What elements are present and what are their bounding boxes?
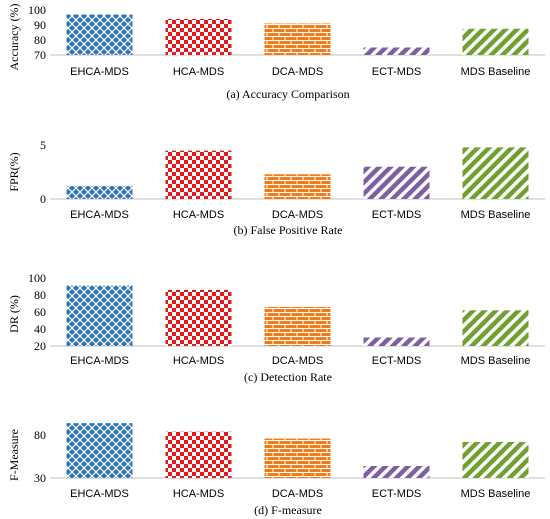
panel-b-category-label: DCA-MDS bbox=[272, 209, 323, 221]
panel-a-bar bbox=[264, 23, 331, 55]
panel-a-category-label: DCA-MDS bbox=[272, 66, 323, 78]
panel-d-bar bbox=[363, 466, 430, 478]
panel-d-ytick: 80 bbox=[34, 428, 46, 442]
panel-d-bar bbox=[264, 438, 331, 478]
panel-fpr: FPR(%) 0 5 EHCA-MDS HCA-MDS DCA-MDS ECT-MDS MD… bbox=[7, 138, 545, 237]
panel-a-caption: (a) Accuracy Comparison bbox=[226, 87, 349, 101]
panel-d-ylabel: F-Measure bbox=[7, 429, 21, 481]
panel-c-ytick: 40 bbox=[34, 322, 46, 336]
panel-d-caption: (d) F-measure bbox=[254, 503, 322, 517]
panel-d-category-label: EHCA-MDS bbox=[70, 488, 129, 500]
panel-c-caption: (c) Detection Rate bbox=[244, 370, 332, 384]
panel-b-bar bbox=[363, 166, 430, 199]
panel-c-category-label: MDS Baseline bbox=[461, 355, 531, 367]
panel-b-plot: 0 5 EHCA-MDS HCA-MDS DCA-MDS ECT-MDS MDS Basel… bbox=[40, 138, 530, 221]
panel-b-bar bbox=[462, 147, 529, 199]
panel-a-category-label: ECT-MDS bbox=[372, 66, 422, 78]
panel-f-measure: F-Measure 30 80 EHCA-MDS HCA-MDS DCA-MDS ECT-… bbox=[7, 423, 545, 517]
panel-d-category-label: HCA-MDS bbox=[173, 488, 224, 500]
panel-c-bar bbox=[363, 337, 430, 346]
panel-a-ytick: 100 bbox=[28, 3, 46, 17]
panel-d-category-label: DCA-MDS bbox=[272, 488, 323, 500]
panel-b-category-label: MDS Baseline bbox=[461, 209, 531, 221]
panel-a-ytick: 70 bbox=[34, 48, 46, 62]
panel-b-caption: (b) False Positive Rate bbox=[234, 223, 343, 237]
panel-a-bar bbox=[66, 14, 133, 55]
panel-a-category-label: HCA-MDS bbox=[173, 66, 224, 78]
panel-d-ytick: 30 bbox=[34, 471, 46, 485]
panel-d-bar bbox=[462, 442, 529, 478]
panel-c-category-label: ECT-MDS bbox=[372, 355, 422, 367]
panel-detection-rate: DR (%) 20 40 60 80 100 EHCA-MDS HCA-MDS DCA-MDS… bbox=[7, 271, 545, 384]
panel-c-ytick: 80 bbox=[34, 288, 46, 302]
panel-a-bar bbox=[363, 47, 430, 55]
panel-c-bar bbox=[66, 285, 133, 346]
panel-a-category-label: MDS Baseline bbox=[461, 66, 531, 78]
panel-b-category-label: ECT-MDS bbox=[372, 209, 422, 221]
panel-d-category-label: ECT-MDS bbox=[372, 488, 422, 500]
panel-b-category-label: EHCA-MDS bbox=[70, 209, 129, 221]
panel-b-bar bbox=[264, 174, 331, 199]
panel-c-category-label: DCA-MDS bbox=[272, 355, 323, 367]
panel-c-category-label: HCA-MDS bbox=[173, 355, 224, 367]
panel-c-ytick: 60 bbox=[34, 305, 46, 319]
panel-a-bar bbox=[165, 19, 232, 55]
panel-d-plot: 30 80 EHCA-MDS HCA-MDS DCA-MDS ECT-MDS MDS Bas… bbox=[34, 423, 530, 500]
panel-a-ytick: 80 bbox=[34, 33, 46, 47]
panel-c-category-label: EHCA-MDS bbox=[70, 355, 129, 367]
panel-c-bar bbox=[165, 289, 232, 346]
panel-c-ytick: 20 bbox=[34, 339, 46, 353]
panel-b-ytick: 0 bbox=[40, 192, 46, 206]
panel-c-bar bbox=[264, 306, 331, 346]
panel-a-ytick: 90 bbox=[34, 18, 46, 32]
panel-c-bar bbox=[462, 310, 529, 346]
panel-b-ylabel: FPR(%) bbox=[7, 152, 21, 191]
panel-b-ytick: 5 bbox=[40, 138, 46, 152]
panel-d-bar bbox=[165, 431, 232, 478]
panel-c-plot: 20 40 60 80 100 EHCA-MDS HCA-MDS DCA-MDS ECT-MDS… bbox=[28, 271, 530, 367]
panel-d-bar bbox=[66, 423, 133, 478]
panel-a-ylabel: Accuracy (%) bbox=[7, 4, 21, 71]
panel-b-category-label: HCA-MDS bbox=[173, 209, 224, 221]
panel-a-bar bbox=[462, 28, 529, 55]
panel-d-category-label: MDS Baseline bbox=[461, 488, 531, 500]
panel-b-bar bbox=[66, 186, 133, 199]
panel-a-category-label: EHCA-MDS bbox=[70, 66, 129, 78]
panel-c-ytick: 100 bbox=[28, 271, 46, 285]
panel-b-bar bbox=[165, 150, 232, 199]
panel-c-ylabel: DR (%) bbox=[7, 295, 21, 333]
